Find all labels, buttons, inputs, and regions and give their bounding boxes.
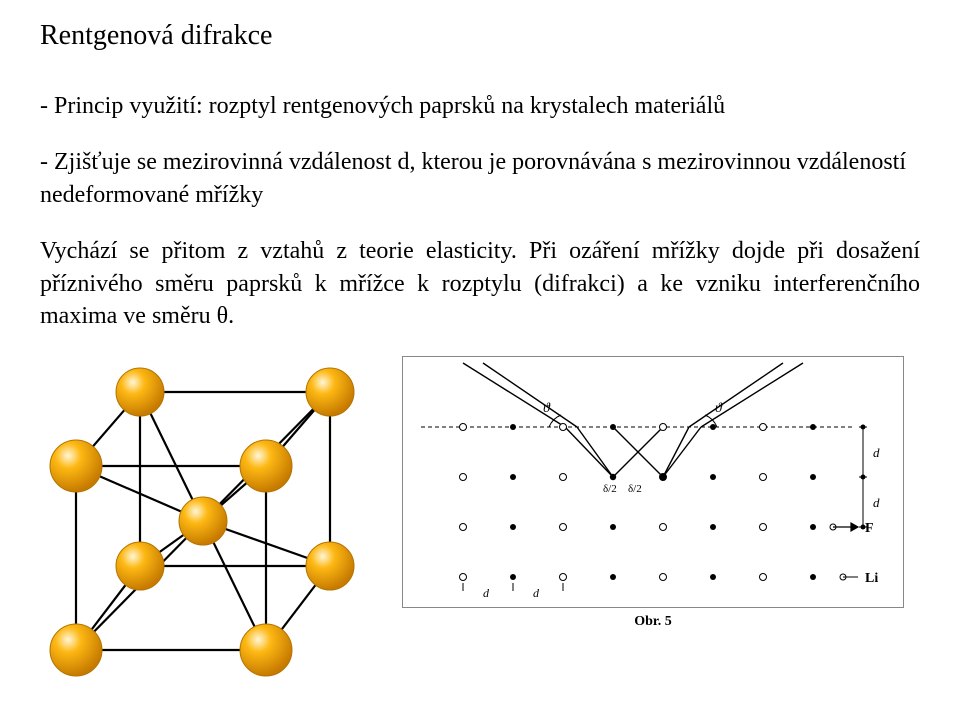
crystal-lattice-figure (40, 356, 370, 686)
paragraph-measurement: - Zjišťuje se mezirovinná vzdálenost d, … (40, 146, 920, 211)
d-bottom-1: d (483, 586, 490, 600)
paragraph-theory: Vychází se přitom z vztahů z teorie elas… (40, 235, 920, 332)
delta-half-right: δ/2 (628, 483, 642, 495)
d-label-2: d (873, 495, 880, 510)
paragraph-principle: - Princip využití: rozptyl rentgenových … (40, 90, 920, 122)
figure-caption: Obr. 5 (634, 614, 672, 630)
diffraction-lattice-figure: ϑ ϑ δ/2 δ/2 d d (402, 356, 904, 608)
d-label-1: d (873, 445, 880, 460)
theta-label-right: ϑ (715, 401, 723, 416)
figure-row: ϑ ϑ δ/2 δ/2 d d (40, 356, 920, 686)
delta-half-left: δ/2 (603, 483, 617, 495)
theta-label-left: ϑ (543, 401, 551, 416)
li-label: Li (865, 571, 878, 586)
page-title: Rentgenová difrakce (40, 20, 920, 52)
d-bottom-2: d (533, 586, 540, 600)
f-label: F (865, 521, 874, 536)
